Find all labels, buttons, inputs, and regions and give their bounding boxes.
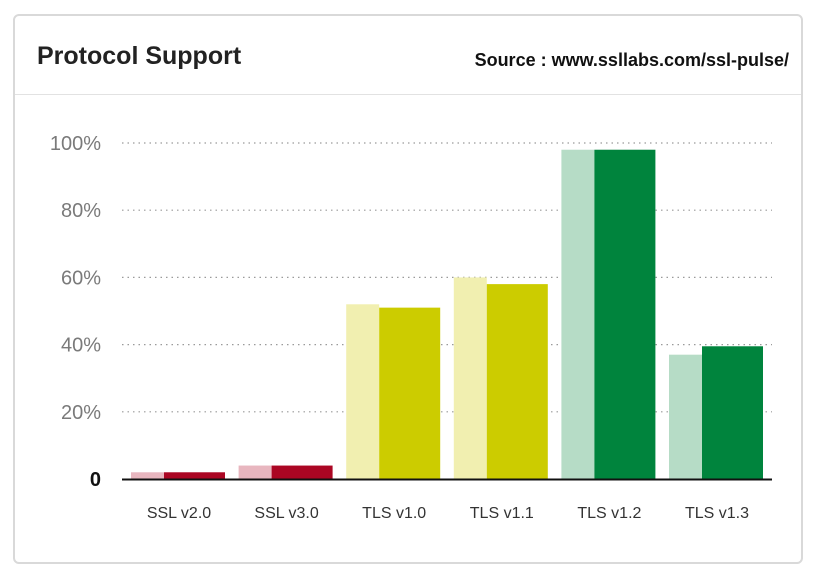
- bar-dark-0: [164, 472, 225, 479]
- y-tick-label: 80%: [61, 200, 101, 222]
- card-header: Protocol Support Source : www.ssllabs.co…: [15, 16, 801, 95]
- bar-dark-2: [379, 307, 441, 479]
- source-note: Source : www.ssllabs.com/ssl-pulse/: [474, 50, 789, 70]
- bar-light-1: [238, 465, 272, 479]
- x-tick-label: SSL v2.0: [147, 505, 211, 522]
- y-tick-label: 40%: [61, 335, 101, 357]
- x-tick-label: TLS v1.0: [362, 505, 426, 522]
- bar-dark-1: [271, 465, 333, 479]
- x-tick-label: SSL v3.0: [254, 505, 318, 522]
- bar-light-5: [669, 354, 702, 479]
- bar-dark-5: [702, 346, 763, 479]
- bar-light-3: [453, 277, 487, 479]
- page-title: Protocol Support: [37, 42, 242, 70]
- y-tick-label: 0: [90, 469, 101, 491]
- y-tick-label: 60%: [61, 267, 101, 289]
- y-tick-label: 100%: [50, 133, 101, 155]
- x-tick-label: TLS v1.2: [577, 505, 641, 522]
- y-tick-label: 20%: [61, 402, 101, 424]
- bar-dark-3: [486, 284, 548, 479]
- bar-light-0: [131, 472, 164, 479]
- x-tick-label: TLS v1.3: [685, 505, 749, 522]
- bar-dark-4: [594, 149, 656, 479]
- bar-light-2: [346, 304, 380, 479]
- x-tick-label: TLS v1.1: [470, 505, 534, 522]
- bar-light-4: [561, 149, 595, 479]
